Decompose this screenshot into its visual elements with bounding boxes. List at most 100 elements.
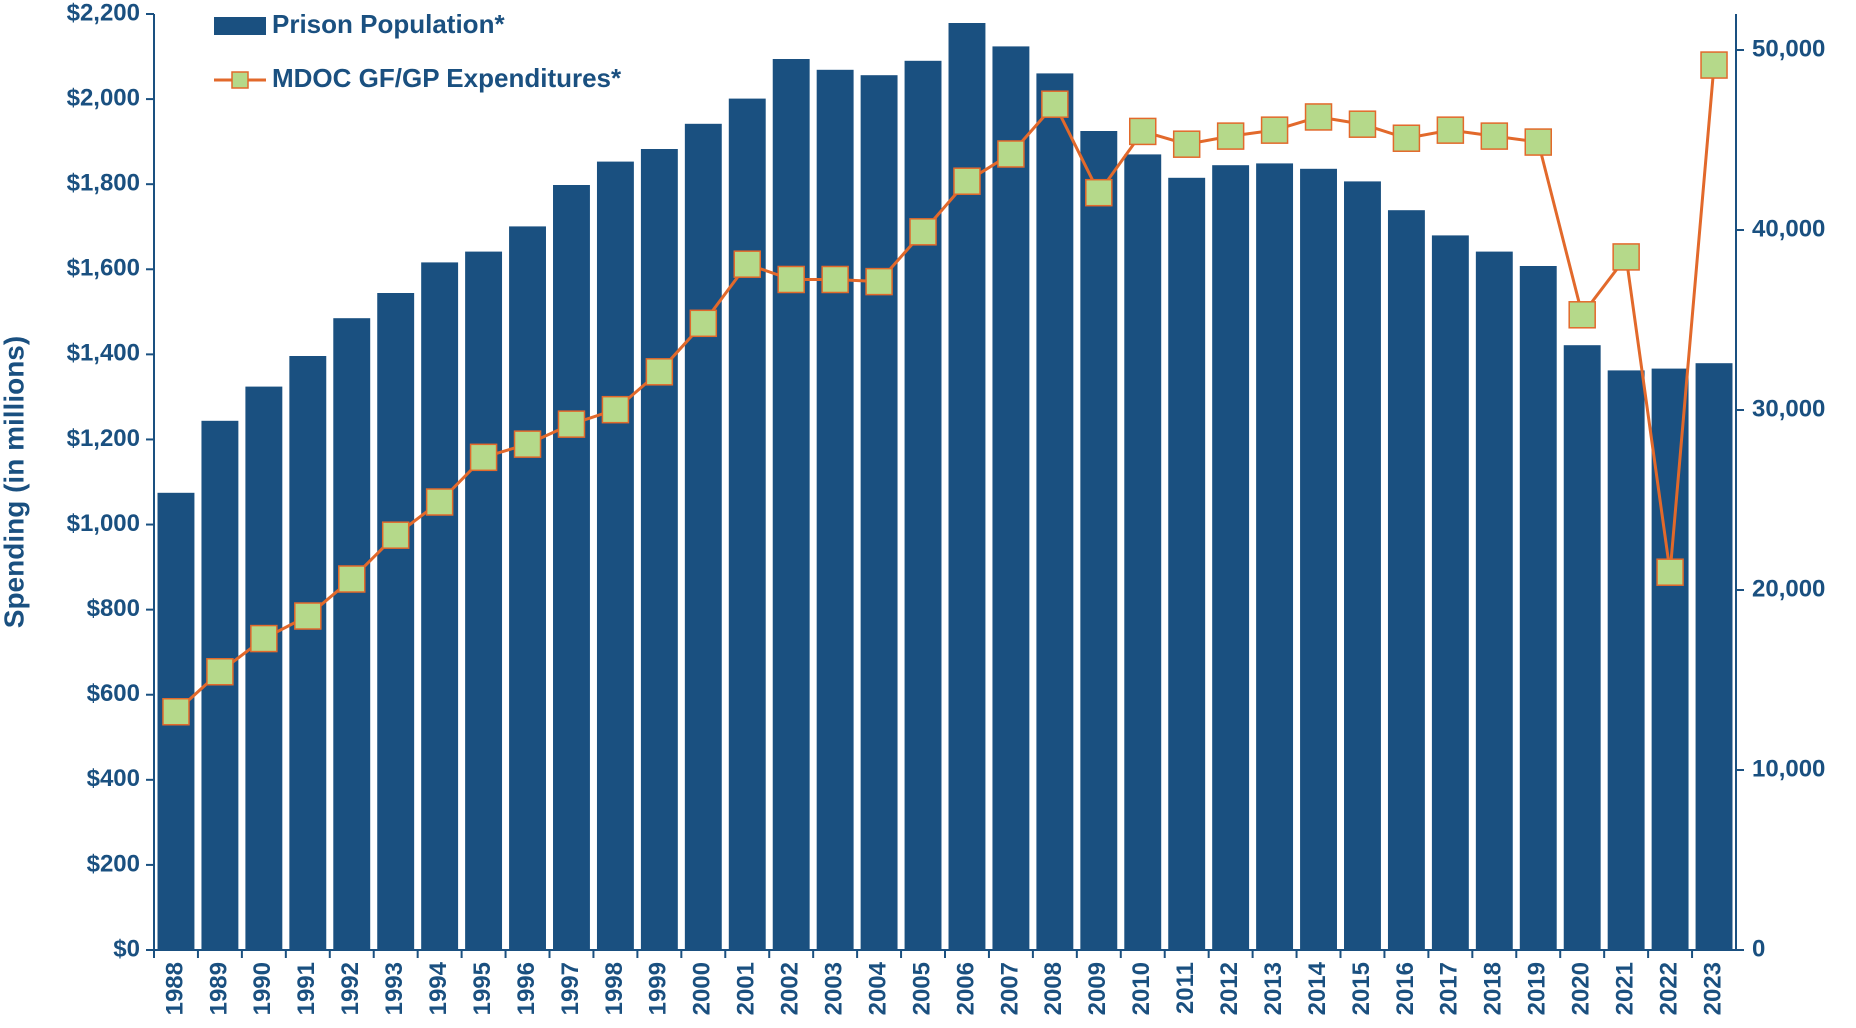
bar xyxy=(377,293,415,950)
x-tick-label: 1990 xyxy=(249,962,276,1015)
x-tick-label: 2001 xyxy=(733,962,760,1015)
bar xyxy=(948,23,986,950)
bar xyxy=(1036,73,1074,950)
y2-tick-label: 10,000 xyxy=(1752,755,1825,782)
marker xyxy=(1524,128,1552,156)
x-tick-label: 2003 xyxy=(820,962,847,1015)
legend-marker xyxy=(231,71,249,89)
marker xyxy=(206,658,234,686)
x-tick-label: 1998 xyxy=(601,962,628,1015)
bar xyxy=(816,69,854,951)
bar xyxy=(509,226,546,950)
x-tick-label: 2023 xyxy=(1699,962,1726,1015)
bar xyxy=(333,318,371,950)
x-tick-label: 2004 xyxy=(864,961,891,1015)
x-tick-label: 1995 xyxy=(469,962,496,1015)
marker xyxy=(601,395,630,424)
x-tick-label: 2022 xyxy=(1655,962,1682,1015)
x-tick-label: 2017 xyxy=(1436,962,1463,1015)
marker xyxy=(425,488,454,516)
marker xyxy=(1348,110,1377,138)
y2-tick-label: 0 xyxy=(1752,935,1765,962)
bar xyxy=(1212,165,1250,950)
x-tick-label: 2016 xyxy=(1392,962,1419,1015)
marker xyxy=(513,430,542,458)
marker xyxy=(1480,122,1509,150)
x-tick-label: 2007 xyxy=(996,962,1023,1015)
y-tick-label: $1,200 xyxy=(67,425,140,452)
x-tick-label: 2014 xyxy=(1304,961,1331,1015)
bar xyxy=(421,262,459,950)
marker xyxy=(777,265,805,294)
y-tick-label: $600 xyxy=(87,680,140,707)
x-tick-label: 2012 xyxy=(1216,962,1243,1015)
x-tick-label: 2010 xyxy=(1128,962,1155,1015)
marker xyxy=(909,218,937,246)
marker xyxy=(1129,117,1157,146)
x-tick-label: 1992 xyxy=(337,962,364,1015)
y2-tick-label: 20,000 xyxy=(1752,575,1825,602)
x-tick-label: 2000 xyxy=(689,962,716,1015)
bar xyxy=(992,46,1030,950)
bar xyxy=(1563,345,1601,950)
bar xyxy=(1344,181,1381,950)
x-tick-label: 2011 xyxy=(1172,962,1199,1014)
marker xyxy=(469,443,498,472)
marker xyxy=(997,140,1025,168)
y2-tick-label: 30,000 xyxy=(1752,395,1825,422)
bar xyxy=(1387,210,1425,950)
x-tick-label: 1994 xyxy=(425,961,452,1015)
marker xyxy=(953,167,981,195)
y-tick-label: $0 xyxy=(113,935,140,962)
x-tick-label: 2015 xyxy=(1348,962,1375,1015)
bar xyxy=(728,98,766,951)
y-tick-label: $1,800 xyxy=(67,170,140,197)
x-tick-label: 2019 xyxy=(1524,962,1551,1015)
x-tick-label: 1991 xyxy=(293,962,320,1015)
marker xyxy=(1436,116,1465,144)
bar xyxy=(1124,154,1162,950)
marker xyxy=(1304,103,1333,131)
bar xyxy=(1431,235,1469,950)
y-tick-label: $1,400 xyxy=(67,340,140,367)
bar xyxy=(1475,251,1513,951)
x-tick-label: 1997 xyxy=(557,962,584,1015)
marker xyxy=(1041,90,1069,118)
bar xyxy=(1168,177,1206,951)
legend-swatch xyxy=(214,17,266,35)
marker xyxy=(1700,51,1728,79)
y2-tick-label: 50,000 xyxy=(1752,35,1825,62)
bar xyxy=(1695,363,1733,950)
x-tick-label: 2006 xyxy=(952,962,979,1015)
bar xyxy=(1519,266,1557,950)
marker xyxy=(645,358,674,386)
bar xyxy=(245,386,283,951)
marker xyxy=(381,521,410,549)
y-tick-label: $800 xyxy=(87,595,140,622)
marker xyxy=(1260,116,1289,144)
marker xyxy=(1392,124,1421,152)
x-tick-label: 1996 xyxy=(513,962,540,1015)
bar xyxy=(1256,163,1294,950)
marker xyxy=(250,624,278,653)
y-axis-label: Spending (in millions) xyxy=(0,336,29,628)
x-tick-label: 2008 xyxy=(1040,962,1067,1015)
bar xyxy=(860,75,898,950)
bar xyxy=(596,161,634,951)
marker xyxy=(338,565,366,593)
marker xyxy=(1612,243,1640,271)
y-tick-label: $1,000 xyxy=(67,510,140,537)
legend-label: MDOC GF/GP Expenditures* xyxy=(272,63,622,93)
x-tick-label: 2021 xyxy=(1611,962,1638,1015)
bar xyxy=(1300,168,1337,951)
y-tick-label: $2,200 xyxy=(67,0,140,26)
marker xyxy=(294,602,322,630)
marker xyxy=(1656,558,1684,586)
marker xyxy=(162,697,190,726)
x-tick-label: 2005 xyxy=(908,962,935,1015)
marker xyxy=(1216,122,1245,150)
marker xyxy=(733,250,761,278)
marker xyxy=(689,309,718,338)
